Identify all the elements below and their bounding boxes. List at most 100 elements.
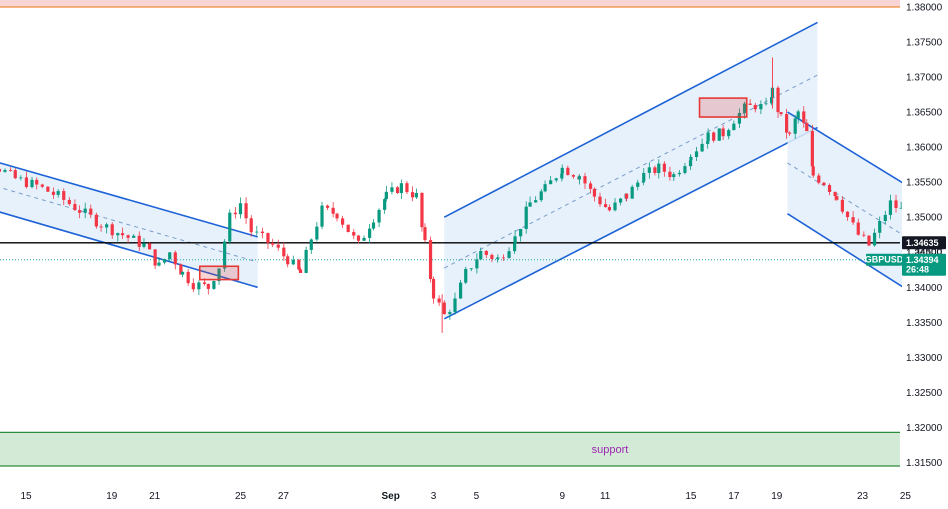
candle xyxy=(717,128,721,141)
candle xyxy=(99,224,103,232)
channel-lower-line-1[interactable] xyxy=(443,126,818,320)
candle xyxy=(603,198,608,208)
channel-upper-line-1[interactable] xyxy=(443,21,818,218)
symbol-tag[interactable] xyxy=(866,253,902,266)
candle xyxy=(501,254,506,261)
candle xyxy=(320,201,324,230)
candle xyxy=(613,198,617,212)
candle xyxy=(362,235,366,241)
candle xyxy=(428,236,433,283)
candle xyxy=(592,187,597,202)
candle xyxy=(315,222,319,242)
candle xyxy=(212,280,216,291)
time-tick-label: 23 xyxy=(857,491,869,502)
candle xyxy=(689,155,693,167)
candle xyxy=(583,172,587,190)
highlight-box-1[interactable] xyxy=(698,97,748,118)
channel-upper-line-2[interactable] xyxy=(787,111,948,319)
channel-upper-line-0[interactable] xyxy=(0,151,258,238)
candle xyxy=(827,183,832,196)
candle xyxy=(642,168,646,182)
candle xyxy=(271,238,275,248)
resistance-zone xyxy=(0,0,900,8)
time-tick-label: 21 xyxy=(149,491,161,502)
candle xyxy=(732,120,736,131)
candle xyxy=(539,189,543,203)
candle xyxy=(571,174,576,179)
candle xyxy=(647,162,651,179)
time-tick-label: 19 xyxy=(771,491,783,502)
candle xyxy=(835,195,839,201)
candle xyxy=(13,168,17,180)
candle xyxy=(110,222,114,239)
candle xyxy=(607,204,612,212)
candle xyxy=(67,197,71,206)
candle xyxy=(524,201,528,234)
candle xyxy=(851,211,855,226)
candle xyxy=(788,131,792,136)
channel-lower-line-0[interactable] xyxy=(0,200,258,289)
candle xyxy=(694,146,699,161)
resistance-label: resistance xyxy=(585,0,635,1)
candle xyxy=(662,161,666,177)
candle xyxy=(721,124,725,141)
candle xyxy=(653,165,657,176)
price-tick-label: 1.38000 xyxy=(906,3,943,14)
candle xyxy=(179,263,183,275)
price-tick-label: 1.36000 xyxy=(906,143,943,154)
candle xyxy=(513,230,517,249)
candle xyxy=(793,114,797,139)
candle xyxy=(759,100,763,115)
candle xyxy=(822,181,826,187)
faint-price-label: 1.34500 xyxy=(906,246,943,257)
candle xyxy=(260,227,264,239)
countdown-text: 26:48 xyxy=(906,265,929,275)
candle xyxy=(244,197,248,224)
price-tick-label: 1.34500 xyxy=(906,248,943,259)
candle xyxy=(448,309,452,320)
candle xyxy=(811,163,815,178)
candle xyxy=(24,171,29,189)
candle xyxy=(3,168,7,173)
candle xyxy=(266,232,270,249)
candle xyxy=(636,179,640,191)
support-zone xyxy=(0,432,900,466)
candle xyxy=(513,241,517,254)
time-tick-label: 5 xyxy=(474,491,480,502)
level-price-tag xyxy=(902,236,946,250)
candle xyxy=(384,185,388,202)
price-tick-label: 1.37000 xyxy=(906,73,943,84)
candle xyxy=(298,267,303,274)
candle xyxy=(543,180,547,193)
candle xyxy=(291,255,295,266)
candle xyxy=(437,295,441,306)
candle xyxy=(35,177,39,190)
candle xyxy=(276,239,280,251)
channel-lower-line-2[interactable] xyxy=(787,213,948,428)
highlight-box-0[interactable] xyxy=(198,265,240,281)
candle xyxy=(19,175,23,181)
candle xyxy=(206,283,210,295)
candle xyxy=(137,231,141,252)
candle xyxy=(153,249,157,269)
candle xyxy=(399,179,403,200)
candle xyxy=(484,249,488,259)
price-tick-label: 1.33500 xyxy=(906,318,943,329)
candle xyxy=(78,205,82,219)
candle xyxy=(405,180,409,195)
time-tick-label: 19 xyxy=(106,491,118,502)
candle xyxy=(238,197,243,219)
candle xyxy=(688,154,693,171)
candle xyxy=(442,300,446,315)
candle xyxy=(878,216,882,239)
candle xyxy=(507,247,511,259)
time-axis[interactable]: 1519212527Sep35911151719232529Oct379 xyxy=(0,473,948,509)
candle xyxy=(668,166,672,181)
candle xyxy=(785,108,789,139)
price-tick-label: 1.34000 xyxy=(906,283,943,294)
time-tick-label: 25 xyxy=(900,491,912,502)
price-tick-label: 1.32500 xyxy=(906,388,943,399)
candle xyxy=(390,182,394,195)
